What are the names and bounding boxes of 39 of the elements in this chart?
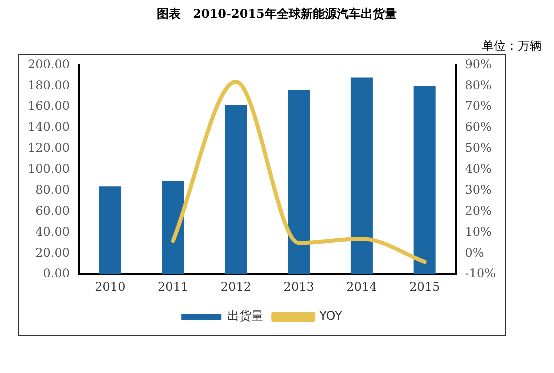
y-tick-label: 120.00 [28,141,70,156]
y-tick-label: 180.00 [28,78,70,92]
y2-tick-label: 20% [465,204,492,218]
chart-title: 图表 2010-2015年全球新能源汽车出货量 [156,6,398,23]
legend-label: 出货量 [228,309,264,324]
x-tick-label: 2012 [220,280,252,294]
y2-tick-label: 90% [465,57,492,72]
x-tick-label: 2013 [284,280,314,294]
y2-tick-label: 10% [465,224,492,239]
x-tick-label: 2014 [346,280,378,294]
y2-tick-label: 50% [465,141,492,156]
bar [99,186,122,275]
x-tick-label: 2015 [410,280,440,294]
legend-label: YOY [318,309,344,324]
y2-tick-label: 80% [465,78,492,92]
bar [414,86,436,275]
x-tick-label: 2010 [95,280,126,294]
text: 单位：万辆 [482,38,542,55]
y2-tick-label: 70% [465,99,492,114]
y-tick-label: 60.00 [36,204,70,218]
bar [350,78,373,275]
y-tick-label: 100.00 [28,162,70,176]
y-tick-label: 140.00 [28,120,70,134]
y2-tick-label: 0% [465,246,484,260]
bar [162,181,184,275]
x-tick-label: 2011 [158,280,189,294]
y-tick-label: 160.00 [28,99,70,114]
y2-tick-label: 60% [465,120,492,134]
y-tick-label: 20.00 [36,246,70,260]
line-series [171,80,427,264]
y-tick-label: 80.00 [36,182,70,197]
y-tick-label: 40.00 [36,224,70,239]
bar [225,104,248,275]
y-tick-label: 200.00 [28,57,70,72]
y2-tick-label: 40% [465,162,492,176]
bar [288,90,310,275]
y2-tick-label: -10% [465,266,496,281]
y2-tick-label: 30% [465,182,492,197]
y-tick-label: 0.00 [43,266,70,281]
